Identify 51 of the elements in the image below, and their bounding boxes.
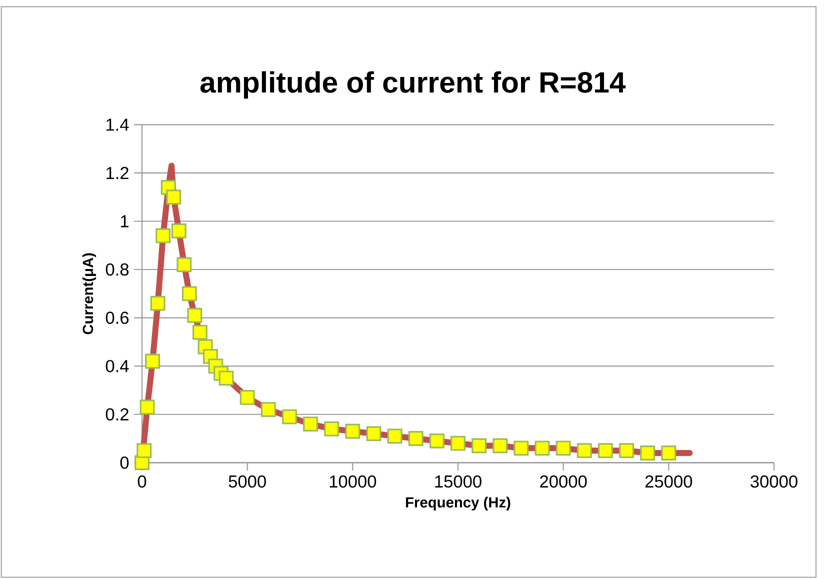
chart-title: amplitude of current for R=814	[200, 71, 626, 99]
y-tick-label: 0.6	[106, 312, 129, 324]
y-tick-label: 0.2	[106, 408, 128, 421]
x-tick-label: 30000	[750, 476, 798, 488]
point	[136, 443, 152, 458]
point	[387, 428, 402, 444]
point	[218, 370, 234, 386]
x-tick-label: 0	[138, 476, 146, 488]
point	[450, 436, 466, 451]
point	[534, 440, 550, 456]
x-tick-label: 5000	[228, 476, 266, 488]
point	[429, 434, 444, 449]
point	[514, 440, 529, 456]
point	[240, 390, 255, 406]
y-tick-label: 1	[120, 215, 128, 228]
point	[156, 228, 171, 244]
point	[640, 446, 656, 461]
y-tick-label: 0.8	[106, 264, 129, 276]
point	[619, 443, 634, 458]
point	[166, 190, 182, 205]
point	[187, 308, 202, 324]
x-axis-title: Frequency (Hz)	[406, 496, 510, 511]
y-tick-label: 1.4	[106, 118, 129, 131]
point	[182, 286, 197, 302]
point	[345, 424, 360, 439]
point	[472, 438, 487, 454]
point	[150, 296, 166, 311]
x-tick-label: 20000	[540, 476, 587, 488]
point	[408, 431, 424, 446]
point	[171, 224, 186, 239]
y-axis-title: Current(μA)	[82, 253, 96, 334]
y-tick-label: 1.2	[106, 167, 128, 180]
x-tick-label: 10000	[330, 476, 376, 488]
point	[576, 443, 592, 458]
point	[661, 446, 676, 461]
point	[366, 426, 382, 442]
point	[192, 324, 208, 340]
point	[598, 443, 613, 458]
point	[140, 400, 155, 415]
point	[282, 409, 297, 424]
point	[145, 354, 160, 369]
x-tick-label: 25000	[645, 476, 692, 488]
point	[303, 416, 318, 432]
y-tick-label: 0.4	[106, 360, 129, 372]
point	[324, 422, 340, 436]
point	[260, 402, 276, 418]
point	[556, 440, 571, 456]
x-tick-label: 15000	[435, 476, 482, 488]
y-tick-label: 0	[120, 456, 129, 469]
point	[176, 257, 192, 272]
point	[492, 438, 508, 454]
